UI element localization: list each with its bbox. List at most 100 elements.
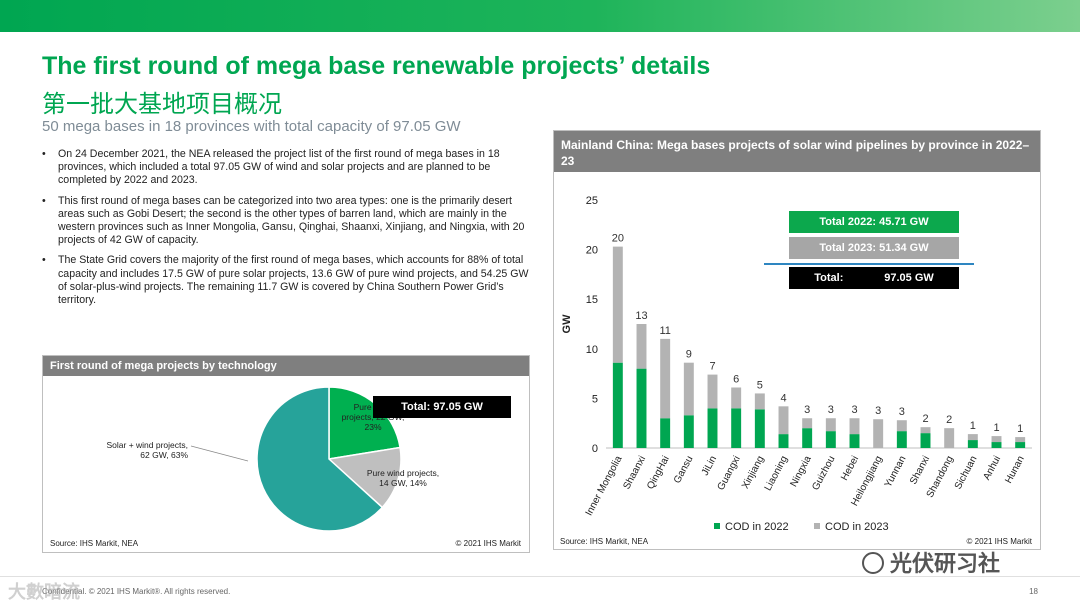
total-label-box: Total: 97.05 GW <box>789 267 959 289</box>
bar-segment <box>754 409 765 448</box>
watermark-right-text: 光伏研习社 <box>890 552 1001 577</box>
bar-segment <box>707 374 718 409</box>
y-tick-label: 20 <box>586 245 598 257</box>
bar-data-label: 2 <box>922 413 928 425</box>
page-subtitle: 50 mega bases in 18 provinces with total… <box>42 118 461 135</box>
bar-segment <box>778 434 789 448</box>
bar-data-label: 9 <box>686 349 692 361</box>
bar-segment <box>612 246 623 363</box>
pie-slice-label: Solar + wind projects, 62 GW, 63% <box>107 440 189 460</box>
watermark-left: 大數暗流 <box>8 582 80 603</box>
bullet-item: On 24 December 2021, the NEA released th… <box>42 148 532 188</box>
bar-segment <box>636 368 647 448</box>
bar-segment <box>660 338 671 419</box>
bar-segment <box>707 408 718 448</box>
bar-segment <box>825 418 836 432</box>
bar-data-label: 11 <box>659 325 670 337</box>
page-title: The first round of mega base renewable p… <box>42 52 711 80</box>
bar-data-label: 1 <box>1017 423 1023 435</box>
bar-data-label: 7 <box>709 361 715 373</box>
bar-data-label: 2 <box>946 414 952 426</box>
page-title-chinese: 第一批大基地项目概况 <box>42 90 282 118</box>
legend-swatch <box>714 523 720 529</box>
watermark-right: 光伏研习社 <box>862 546 1000 578</box>
bar-source: Source: IHS Markit, NEA <box>560 537 649 546</box>
bar-segment <box>991 442 1002 448</box>
bullet-item: The State Grid covers the majority of th… <box>42 254 532 307</box>
bullet-list: On 24 December 2021, the NEA released th… <box>42 148 532 314</box>
x-category-label: Gansu <box>672 454 696 485</box>
footer-confidential: Confidential. © 2021 IHS Markit®. All ri… <box>42 587 231 596</box>
bar-segment <box>873 419 884 448</box>
x-category-label: Xinjiang <box>740 454 766 491</box>
bar-segment <box>825 431 836 448</box>
y-tick-label: 25 <box>586 195 598 207</box>
bar-segment <box>802 418 813 429</box>
x-category-label: Inner Mongolia <box>584 454 625 518</box>
y-axis-label: GW <box>561 314 573 334</box>
bar-segment <box>896 420 907 432</box>
x-category-label: Anhui <box>981 454 1003 482</box>
pie-panel-title: First round of mega projects by technolo… <box>43 356 529 376</box>
legend-label: COD in 2022 <box>725 521 789 532</box>
x-category-label: Hunan <box>1003 454 1027 485</box>
bar-segment <box>683 362 694 416</box>
bar-data-label: 13 <box>635 310 647 322</box>
x-category-label: QingHai <box>645 454 672 491</box>
bar-segment <box>612 362 623 448</box>
y-tick-label: 15 <box>586 294 598 306</box>
bar-segment <box>1015 442 1026 448</box>
bar-panel-title: Mainland China: Mega bases projects of s… <box>554 131 1040 172</box>
total-2022-label: Total 2022: 45.71 GW <box>789 211 959 233</box>
bar-segment <box>991 436 1002 443</box>
y-tick-label: 10 <box>586 344 598 356</box>
x-category-label: Guangxi <box>716 454 743 492</box>
bar-data-label: 3 <box>875 405 881 417</box>
bar-data-label: 6 <box>733 373 739 385</box>
bar-segment <box>683 415 694 448</box>
pie-source: Source: IHS Markit, NEA <box>50 539 139 548</box>
pie-leader-line <box>190 445 249 462</box>
y-tick-label: 0 <box>592 443 598 455</box>
bar-segment <box>920 433 931 448</box>
footer-divider <box>0 576 1080 577</box>
legend-label: COD in 2023 <box>825 521 889 532</box>
bar-segment <box>636 324 647 369</box>
pie-total-label: Total: 97.05 GW <box>373 396 511 418</box>
bar-data-label: 1 <box>993 422 999 434</box>
bar-segment <box>920 427 931 434</box>
total-label: Total: <box>814 272 844 284</box>
bar-data-label: 1 <box>970 420 976 432</box>
x-category-label: JiLin <box>700 454 719 477</box>
y-tick-label: 5 <box>592 393 598 405</box>
x-category-label: Shanxi <box>908 454 932 486</box>
bar-copyright: © 2021 IHS Markit <box>966 537 1032 546</box>
bar-data-label: 3 <box>828 404 834 416</box>
x-category-label: Ningxia <box>788 454 814 489</box>
bar-data-label: 3 <box>899 406 905 418</box>
pie-slice <box>327 446 402 509</box>
total-value: 97.05 GW <box>884 272 934 284</box>
bar-data-label: 3 <box>804 404 810 416</box>
x-category-label: Guizhou <box>810 454 837 492</box>
x-category-label: Hebei <box>839 454 861 482</box>
bar-segment <box>1015 437 1026 443</box>
bar-segment <box>849 418 860 435</box>
bar-segment <box>849 434 860 448</box>
bar-segment <box>660 418 671 448</box>
pie-copyright: © 2021 IHS Markit <box>455 539 521 548</box>
pie-slice-label: Pure wind projects, 14 GW, 14% <box>367 468 439 488</box>
total-2023-label: Total 2023: 51.34 GW <box>789 237 959 259</box>
total-divider <box>764 263 974 265</box>
bar-segment <box>944 428 955 448</box>
bar-segment <box>967 440 978 448</box>
bar-data-label: 5 <box>757 379 763 391</box>
bar-data-label: 20 <box>612 233 624 245</box>
wechat-icon <box>862 552 884 574</box>
bar-segment <box>754 393 765 410</box>
bar-segment <box>731 387 742 409</box>
legend-swatch <box>814 523 820 529</box>
bar-data-label: 4 <box>780 392 786 404</box>
